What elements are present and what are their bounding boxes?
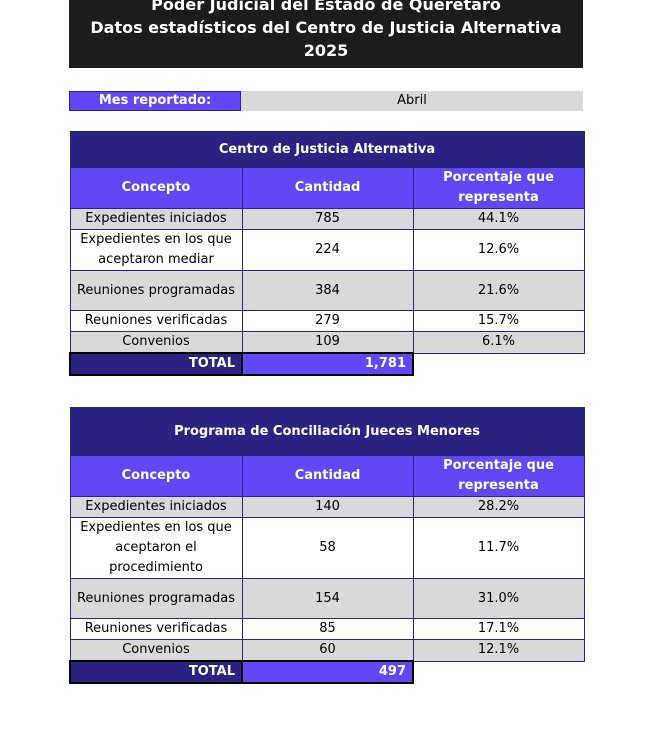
table-row: Expedientes en los que aceptaron mediar …: [69, 229, 585, 271]
row-porcentaje: 12.1%: [412, 639, 585, 662]
table-row: Expedientes iniciados 140 28.2%: [69, 496, 585, 518]
row-cantidad: 85: [241, 618, 414, 640]
total-row: TOTAL 1,781: [69, 352, 585, 376]
row-porcentaje: 28.2%: [412, 496, 585, 518]
row-porcentaje: 12.6%: [412, 229, 585, 271]
row-concepto: Expedientes en los que aceptaron el proc…: [69, 517, 243, 579]
row-concepto: Expedientes iniciados: [69, 208, 243, 230]
total-value: 1,781: [241, 352, 414, 376]
total-label: TOTAL: [69, 660, 243, 684]
total-row: TOTAL 497: [69, 660, 585, 684]
table-row: Expedientes en los que aceptaron el proc…: [69, 517, 585, 579]
row-concepto: Expedientes en los que aceptaron mediar: [69, 229, 243, 271]
table-row: Reuniones verificadas 85 17.1%: [69, 618, 585, 640]
row-porcentaje: 11.7%: [412, 517, 585, 579]
row-concepto: Reuniones programadas: [69, 270, 243, 311]
row-cantidad: 58: [241, 517, 414, 579]
total-empty: [413, 661, 585, 683]
row-cantidad: 279: [241, 310, 414, 332]
row-concepto: Convenios: [69, 331, 243, 354]
cja-header-porcentaje: Porcentaje que representa: [412, 167, 585, 209]
total-value: 497: [241, 660, 414, 684]
row-concepto: Reuniones verificadas: [69, 310, 243, 332]
row-cantidad: 785: [241, 208, 414, 230]
pcjm-header-porcentaje: Porcentaje que representa: [412, 455, 585, 497]
row-concepto: Expedientes iniciados: [69, 496, 243, 518]
table-row: Expedientes iniciados 785 44.1%: [69, 208, 585, 230]
row-cantidad: 224: [241, 229, 414, 271]
row-cantidad: 154: [241, 578, 414, 619]
cja-header-concepto: Concepto: [69, 167, 243, 209]
row-cantidad: 384: [241, 270, 414, 311]
header-line-2: Datos estadísticos del Centro de Justici…: [90, 18, 562, 37]
cja-table: Centro de Justicia Alternativa Concepto …: [69, 131, 585, 376]
row-concepto: Reuniones programadas: [69, 578, 243, 619]
table-row: Reuniones programadas 384 21.6%: [69, 270, 585, 311]
row-porcentaje: 31.0%: [412, 578, 585, 619]
pcjm-table: Programa de Conciliación Jueces Menores …: [69, 407, 585, 684]
row-porcentaje: 21.6%: [412, 270, 585, 311]
cja-header-cantidad: Cantidad: [241, 167, 414, 209]
cja-table-title: Centro de Justicia Alternativa: [69, 131, 585, 168]
row-cantidad: 109: [241, 331, 414, 354]
row-porcentaje: 6.1%: [412, 331, 585, 354]
total-label: TOTAL: [69, 352, 243, 376]
header-line-1: Poder Judicial del Estado de Querétaro: [151, 0, 501, 14]
total-empty: [413, 353, 585, 375]
row-cantidad: 60: [241, 639, 414, 662]
pcjm-table-title: Programa de Conciliación Jueces Menores: [69, 407, 585, 456]
row-porcentaje: 44.1%: [412, 208, 585, 230]
month-label: Mes reportado:: [69, 91, 241, 111]
report-header: Poder Judicial del Estado de Querétaro D…: [69, 0, 583, 68]
row-concepto: Reuniones verificadas: [69, 618, 243, 640]
row-porcentaje: 17.1%: [412, 618, 585, 640]
table-row: Convenios 60 12.1%: [69, 639, 585, 662]
row-porcentaje: 15.7%: [412, 310, 585, 332]
table-row: Convenios 109 6.1%: [69, 331, 585, 354]
month-value: Abril: [241, 91, 583, 111]
pcjm-header-concepto: Concepto: [69, 455, 243, 497]
table-row: Reuniones verificadas 279 15.7%: [69, 310, 585, 332]
row-concepto: Convenios: [69, 639, 243, 662]
table-row: Reuniones programadas 154 31.0%: [69, 578, 585, 619]
header-line-3: 2025: [303, 41, 349, 60]
row-cantidad: 140: [241, 496, 414, 518]
pcjm-header-cantidad: Cantidad: [241, 455, 414, 497]
